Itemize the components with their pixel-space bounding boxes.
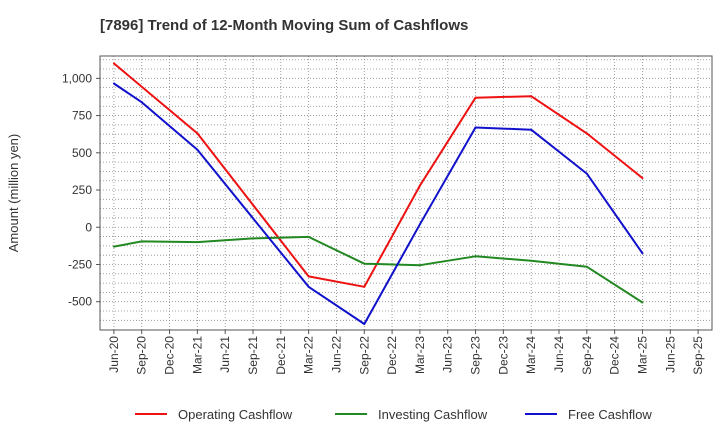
data-point	[474, 126, 477, 129]
x-tick-label: Dec-22	[385, 336, 399, 375]
data-point	[363, 285, 366, 288]
data-point	[585, 265, 588, 268]
data-point	[418, 184, 421, 187]
data-point	[641, 301, 644, 304]
legend-label: Operating Cashflow	[178, 407, 293, 422]
chart-title: [7896] Trend of 12-Month Moving Sum of C…	[100, 17, 468, 34]
x-tick-label: Mar-21	[190, 336, 204, 374]
y-tick-label: 1,000	[62, 71, 92, 85]
x-tick-label: Mar-22	[302, 336, 316, 374]
data-point	[196, 148, 199, 151]
data-point	[530, 259, 533, 262]
data-point	[641, 177, 644, 180]
legend-label: Free Cashflow	[568, 407, 652, 422]
x-tick-label: Sep-25	[691, 336, 705, 375]
data-point	[307, 285, 310, 288]
data-point	[112, 245, 115, 248]
x-axis: Jun-20 Sep-20 Dec-20 Mar-21 Jun-21 Sep-21 Dec-…	[107, 330, 705, 375]
x-tick-label: Mar-23	[413, 336, 427, 374]
data-point	[196, 241, 199, 244]
data-point	[530, 128, 533, 131]
legend-label: Investing Cashflow	[378, 407, 488, 422]
data-point	[418, 223, 421, 226]
data-point	[112, 82, 115, 85]
x-tick-label: Dec-24	[608, 336, 622, 375]
x-tick-label: Dec-23	[496, 336, 510, 375]
data-point	[585, 172, 588, 175]
x-tick-label: Sep-23	[469, 336, 483, 375]
y-tick-label: 750	[72, 109, 92, 123]
series-lines	[112, 62, 644, 326]
legend: Operating Cashflow Investing Cashflow Free…	[135, 407, 652, 422]
data-point	[112, 62, 115, 65]
x-tick-label: Dec-20	[163, 336, 177, 375]
data-point	[418, 264, 421, 267]
y-tick-label: 500	[72, 146, 92, 160]
data-point	[474, 255, 477, 258]
data-point	[474, 96, 477, 99]
x-tick-label: Sep-24	[580, 336, 594, 375]
data-point	[196, 132, 199, 135]
y-tick-label: 0	[85, 220, 92, 234]
y-tick-label: 250	[72, 183, 92, 197]
data-point	[140, 101, 143, 104]
x-tick-label: Sep-21	[246, 336, 260, 375]
data-point	[140, 240, 143, 243]
data-point	[307, 235, 310, 238]
x-tick-label: Jun-20	[107, 336, 121, 373]
plot-area	[99, 55, 713, 331]
x-tick-label: Dec-21	[274, 336, 288, 375]
x-tick-label: Mar-24	[524, 336, 538, 374]
x-tick-label: Sep-20	[135, 336, 149, 375]
x-tick-label: Jun-21	[218, 336, 232, 373]
data-point	[363, 323, 366, 326]
data-point	[585, 132, 588, 135]
data-point	[530, 95, 533, 98]
y-axis-label: Amount (million yen)	[6, 134, 21, 253]
data-point	[641, 252, 644, 255]
x-tick-label: Jun-25	[663, 336, 677, 373]
y-tick-label: -500	[68, 295, 92, 309]
y-axis: 1,000 750 500 250 0 -250 -500	[62, 71, 100, 309]
data-point	[307, 275, 310, 278]
y-tick-label: -250	[68, 257, 92, 271]
data-point	[252, 237, 254, 240]
series-line	[113, 82, 644, 325]
x-tick-label: Mar-25	[635, 336, 649, 374]
x-tick-label: Sep-22	[357, 336, 371, 375]
data-point	[363, 262, 366, 265]
x-tick-label: Jun-24	[552, 336, 566, 373]
x-tick-label: Jun-23	[441, 336, 455, 373]
x-tick-label: Jun-22	[329, 336, 343, 373]
